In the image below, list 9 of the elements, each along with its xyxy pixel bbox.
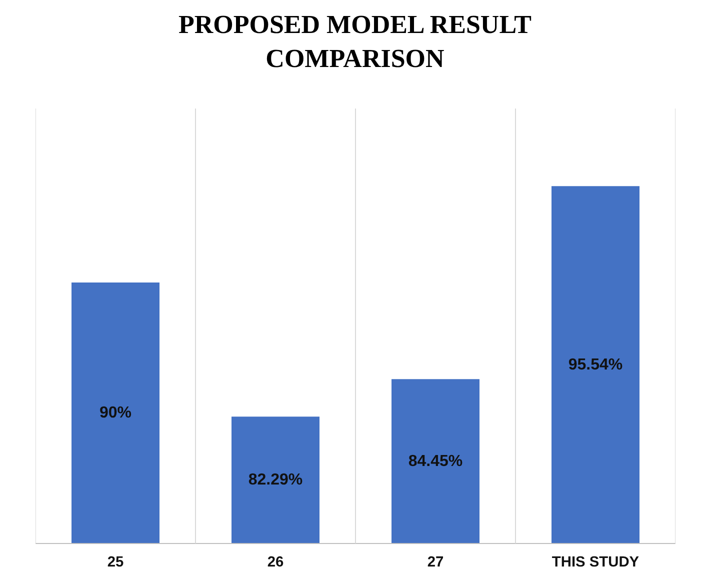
x-tick-label: 27 (427, 554, 444, 570)
x-tick-label: THIS STUDY (552, 554, 640, 570)
data-label: 90% (99, 404, 132, 422)
data-label: 84.45% (408, 452, 463, 470)
data-label: 95.54% (568, 356, 623, 374)
x-tick-label: 25 (107, 554, 124, 570)
x-tick-label: 26 (267, 554, 284, 570)
chart-title: PROPOSED MODEL RESULT COMPARISON (178, 9, 532, 75)
data-label: 82.29% (248, 472, 303, 489)
